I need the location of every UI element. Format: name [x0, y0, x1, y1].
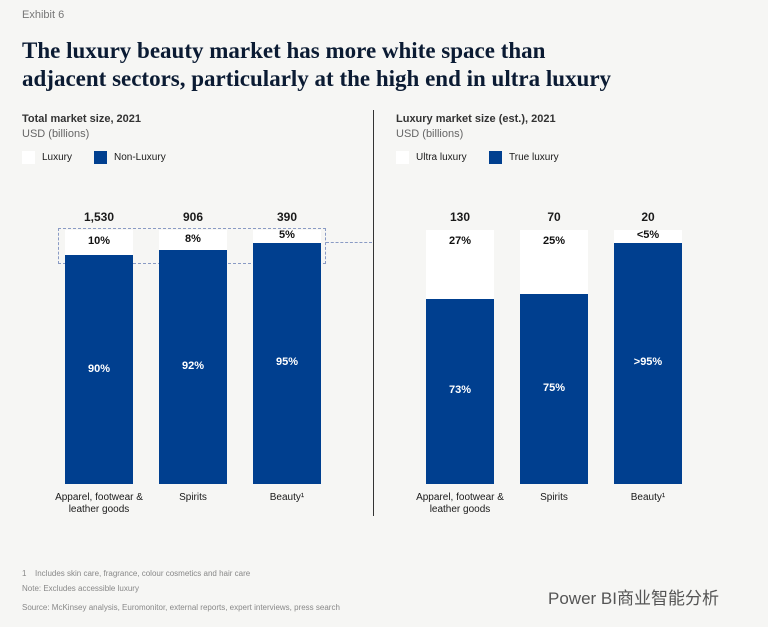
value-label: 5%: [279, 229, 295, 242]
total-label: 70: [547, 210, 561, 224]
x-tick-label: Apparel, footwear & leather goods: [55, 492, 143, 515]
value-label: 27%: [448, 235, 472, 247]
x-tick-label: Spirits: [179, 492, 207, 503]
x-tick-label: Spirits: [540, 492, 568, 503]
value-label: 95%: [275, 356, 299, 369]
bar-segment: [253, 242, 321, 484]
exhibit: Exhibit 6: [22, 9, 65, 21]
bar-segment: [614, 230, 682, 243]
legend-label: Non-Luxury: [114, 152, 166, 163]
legend-swatch: [22, 151, 35, 164]
bar-segment: [65, 255, 133, 484]
legend-swatch: [489, 151, 502, 164]
subchart-subtitle: USD (billions): [22, 128, 90, 140]
bar-segment: [520, 293, 588, 484]
bar-segment: [520, 230, 588, 294]
divider: [373, 110, 374, 516]
bar-segment: [159, 230, 227, 251]
subchart-subtitle: USD (billions): [396, 128, 464, 140]
x-tick-label: Beauty¹: [269, 492, 305, 503]
value-label: 75%: [542, 381, 566, 394]
total-label: 390: [276, 210, 298, 224]
legend-label: Luxury: [42, 152, 73, 163]
value-label: <5%: [636, 229, 660, 242]
value-label: 92%: [181, 360, 205, 373]
total-label: 906: [182, 210, 204, 224]
footnote-marker: 1: [22, 569, 27, 578]
x-tick-label: Apparel, footwear & leather goods: [416, 492, 504, 515]
total-label: 20: [641, 210, 655, 224]
legend-swatch: [396, 151, 409, 164]
source: Source: McKinsey analysis, Euromonitor, …: [22, 603, 340, 612]
bar-segment: [426, 298, 494, 484]
title: The luxury beauty market has more white …: [22, 38, 612, 91]
note: Note: Excludes accessible luxury: [22, 584, 139, 593]
bar-segment: [65, 230, 133, 256]
bar-segment: [426, 230, 494, 299]
value-label: 25%: [542, 235, 566, 247]
total-label: 130: [449, 210, 471, 224]
bar-segment: [159, 250, 227, 484]
legend-label: True luxury: [509, 152, 559, 163]
value-label: 8%: [185, 233, 201, 246]
subchart-title: Total market size, 2021: [22, 113, 142, 125]
legend-swatch: [94, 151, 107, 164]
bar-segment: [614, 242, 682, 484]
total-label: 1,530: [83, 210, 115, 224]
value-label: 73%: [448, 384, 472, 397]
connector: [326, 242, 372, 243]
footnote: Includes skin care, fragrance, colour co…: [35, 569, 251, 578]
value-label: 10%: [87, 235, 111, 247]
x-tick-label: Beauty¹: [630, 492, 666, 503]
watermark: Power BI商业智能分析: [548, 589, 719, 608]
bar-segment: [253, 230, 321, 243]
value-label: >95%: [633, 356, 663, 369]
legend-label: Ultra luxury: [416, 152, 467, 163]
subchart-title: Luxury market size (est.), 2021: [396, 113, 556, 125]
value-label: 90%: [87, 362, 111, 375]
